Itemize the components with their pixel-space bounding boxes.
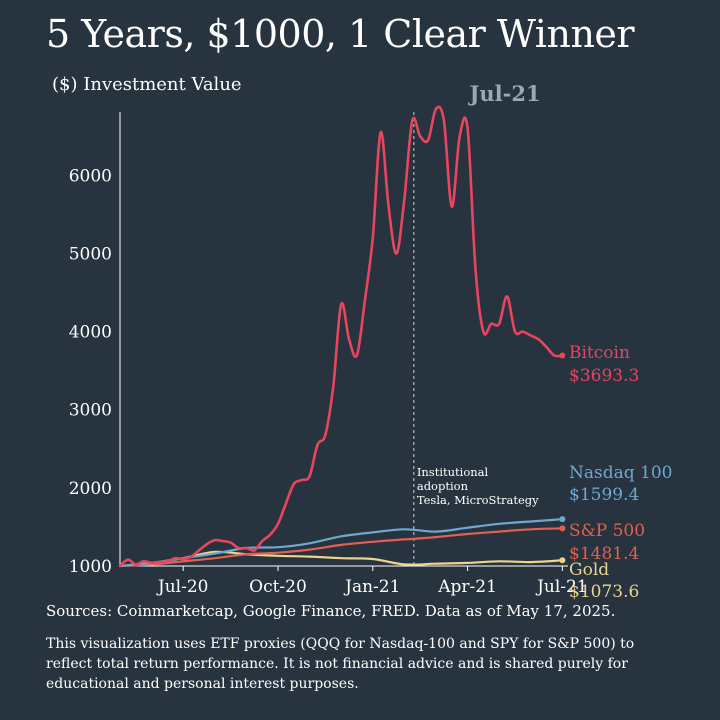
- y-tick-label: 3000: [69, 401, 112, 421]
- y-axis: 1000 2000 3000 4000 5000 6000: [69, 112, 121, 577]
- y-tick-label: 2000: [69, 479, 112, 499]
- y-tick-label: 4000: [69, 323, 112, 343]
- x-tick-label: Oct-20: [249, 577, 307, 597]
- annotation-text: adoption: [417, 479, 469, 493]
- series-value-label: $1599.4: [569, 485, 639, 505]
- series-name-label: S&P 500: [569, 521, 645, 541]
- series-name-label: Gold: [569, 560, 609, 580]
- series-line-s-p-500: [118, 527, 564, 568]
- series-value-label: $3693.3: [569, 366, 639, 386]
- annotation-text: Tesla, MicroStrategy: [417, 493, 539, 507]
- x-tick-label: Apr-21: [437, 577, 497, 597]
- series-labels: Gold $1073.6 S&P 500 $1481.4 Nasdaq 100$1599…: [569, 343, 673, 600]
- series-line-bitcoin: [118, 105, 564, 568]
- annotation-text: Institutional: [417, 465, 489, 479]
- y-tick-label: 6000: [69, 166, 112, 186]
- x-tick-label: Jul-21: [535, 577, 588, 597]
- series-end-point: [559, 557, 566, 564]
- series-end-point: [559, 352, 566, 359]
- sources-note: Sources: Coinmarketcap, Google Finance, …: [46, 602, 616, 620]
- series-end-point: [559, 516, 566, 523]
- y-tick-label: 5000: [69, 244, 112, 264]
- series-group: [118, 105, 566, 568]
- x-tick-label: Jul-20: [156, 577, 209, 597]
- current-date-label: Jul-21: [467, 81, 540, 106]
- disclaimer-note: This visualization uses ETF proxies (QQQ…: [46, 636, 635, 692]
- series-end-point: [559, 525, 566, 532]
- y-axis-label: ($) Investment Value: [52, 74, 242, 95]
- chart-title: 5 Years, $1000, 1 Clear Winner: [46, 12, 635, 56]
- series-value-label: $1073.6: [569, 582, 639, 600]
- series-name-label: Nasdaq 100: [569, 463, 673, 483]
- y-tick-label: 1000: [69, 557, 112, 577]
- series-name-label: Bitcoin: [569, 343, 630, 363]
- x-tick-label: Jan-21: [343, 577, 400, 597]
- line-chart: 1000 2000 3000 4000 5000 6000 Jul-20 Oct-20 Jan…: [69, 81, 673, 600]
- series-value-label: $1481.4: [569, 544, 639, 564]
- x-axis: Jul-20 Oct-20 Jan-21 Apr-21 Jul-21 Jul-21: [120, 81, 588, 597]
